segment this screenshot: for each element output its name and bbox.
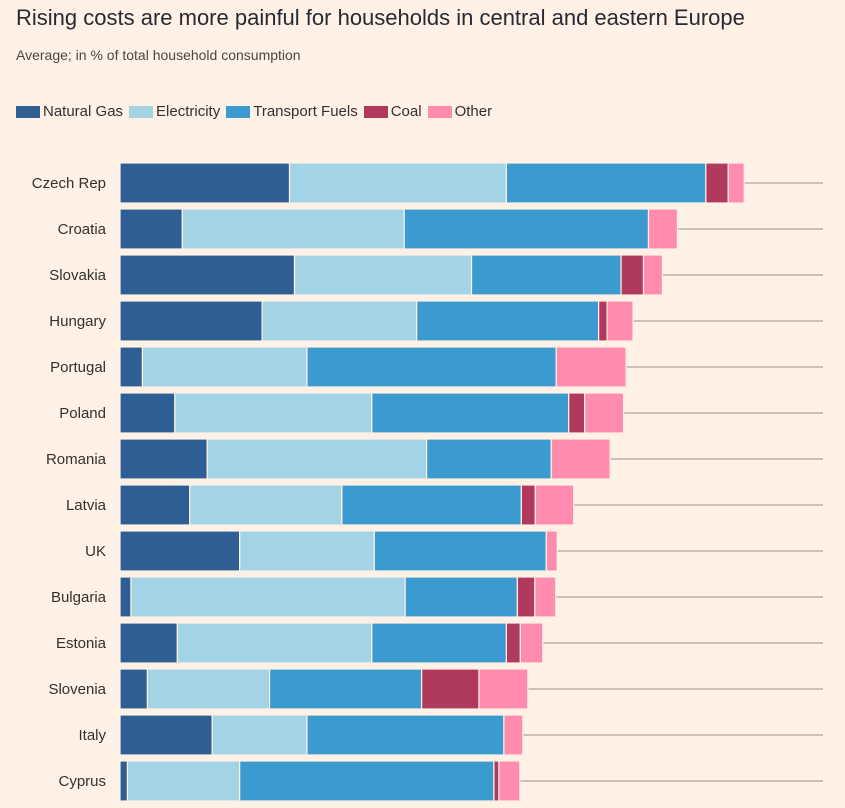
legend-label: Natural Gas <box>43 103 124 120</box>
bar-segment <box>119 668 149 710</box>
category-label: Czech Rep <box>32 175 106 192</box>
bar-segment <box>293 254 473 296</box>
bar-segment <box>268 668 423 710</box>
bar-segment <box>550 438 611 480</box>
bar-segment <box>505 162 707 204</box>
bar-segment <box>119 254 296 296</box>
bar-segment <box>181 208 405 250</box>
category-label: Cyprus <box>58 773 106 790</box>
bar-segment <box>119 346 144 388</box>
legend-swatch <box>226 105 251 118</box>
category-label: Hungary <box>49 313 106 330</box>
legend-label: Other <box>454 103 493 120</box>
category-label: Portugal <box>50 359 106 376</box>
category-label: Poland <box>59 405 106 422</box>
legend-item: Transport Fuels <box>226 103 358 120</box>
bar-segment <box>130 576 406 618</box>
bar-segment <box>403 208 650 250</box>
category-label: Bulgaria <box>51 589 107 606</box>
bar-segment <box>371 392 570 434</box>
category-label: Romania <box>46 451 107 468</box>
legend-swatch <box>427 105 452 118</box>
chart-title: Rising costs are more painful for househ… <box>16 5 745 30</box>
bar-segment <box>606 300 634 342</box>
legend-label: Coal <box>390 103 422 120</box>
bar-segment <box>478 668 529 710</box>
bar-segment <box>404 576 518 618</box>
legend-swatch <box>363 105 388 118</box>
bar-segment <box>470 254 622 296</box>
bar-segment <box>568 392 586 434</box>
category-label: UK <box>85 543 106 560</box>
bar-segment <box>505 622 521 664</box>
bar-segment <box>146 668 271 710</box>
bar-segment <box>705 162 729 204</box>
bar-segment <box>119 300 263 342</box>
bar-segment <box>119 484 191 526</box>
bar-segment <box>503 714 524 756</box>
bar-segment <box>647 208 679 250</box>
bar-segment <box>545 530 558 572</box>
category-label: Italy <box>78 727 106 744</box>
bar-segment <box>373 530 547 572</box>
bar-segment <box>598 300 608 342</box>
bar-segment <box>584 392 625 434</box>
bar-segment <box>727 162 745 204</box>
bar-segment <box>534 576 557 618</box>
bar-segment <box>119 530 241 572</box>
legend-item: Natural Gas <box>16 103 123 120</box>
legend-swatch <box>16 105 40 118</box>
bar-segment <box>119 760 129 802</box>
bar-segment <box>288 162 508 204</box>
bar-segment <box>498 760 521 802</box>
bar-segment <box>119 162 291 204</box>
bar-segment <box>555 346 627 388</box>
bar-segment <box>119 392 176 434</box>
bar-segment <box>534 484 575 526</box>
bar-segment <box>119 714 213 756</box>
legend-item: Other <box>427 103 493 120</box>
bar-segment <box>306 714 505 756</box>
chart-subtitle: Average; in % of total household consump… <box>16 47 301 63</box>
category-label: Estonia <box>56 635 107 652</box>
bar-segment <box>421 668 480 710</box>
bar-segment <box>119 208 183 250</box>
bar-segment <box>239 530 375 572</box>
category-label: Slovenia <box>48 681 106 698</box>
bar-segment <box>516 576 536 618</box>
category-label: Slovakia <box>49 267 106 284</box>
bar-segment <box>371 622 508 664</box>
bar-segment <box>211 714 308 756</box>
bar-segment <box>141 346 308 388</box>
legend-item: Coal <box>363 103 422 120</box>
bar-segment <box>119 576 132 618</box>
legend-label: Transport Fuels <box>253 103 358 120</box>
legend-label: Electricity <box>156 103 221 120</box>
bar-segment <box>642 254 664 296</box>
bar-segment <box>206 438 428 480</box>
bar-segment <box>119 622 178 664</box>
bar-segment <box>119 438 208 480</box>
bar-segment <box>341 484 522 526</box>
legend-swatch <box>129 105 154 118</box>
bar-segment <box>416 300 600 342</box>
bar-segment <box>519 622 544 664</box>
bar-segment <box>520 484 536 526</box>
bar-segment <box>126 760 241 802</box>
bar-segment <box>239 760 495 802</box>
bar-segment <box>176 622 373 664</box>
bar-segment <box>261 300 418 342</box>
bar-segment <box>189 484 343 526</box>
bar-segment <box>493 760 500 802</box>
bar-segment <box>620 254 645 296</box>
bar-segment <box>174 392 373 434</box>
legend-item: Electricity <box>129 103 220 120</box>
category-label: Latvia <box>66 497 107 514</box>
bar-segment <box>306 346 557 388</box>
bar-segment <box>426 438 552 480</box>
category-label: Croatia <box>58 221 107 238</box>
legend: Natural Gas Electricity Transport Fuels Coa… <box>16 103 498 120</box>
